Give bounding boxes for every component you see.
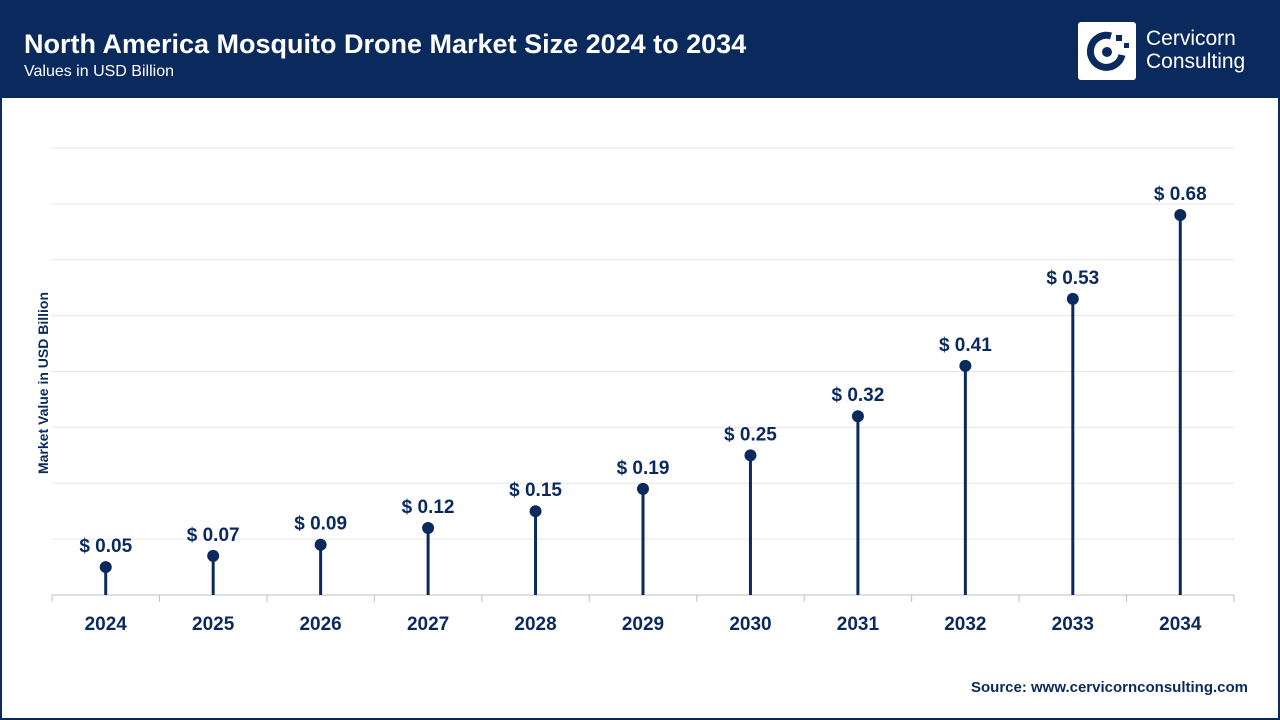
data-label-2032: $ 0.41 bbox=[939, 335, 992, 356]
x-axis bbox=[51, 594, 1235, 602]
data-label-2033: $ 0.53 bbox=[1046, 268, 1099, 289]
lollipop-dot-2024 bbox=[99, 561, 112, 574]
data-label-2025: $ 0.07 bbox=[187, 525, 240, 546]
lollipop-dots bbox=[99, 209, 1187, 574]
x-tick-labels: 2024 2025 2026 2027 2028 2029 2030 2031 2032 2033… bbox=[85, 614, 1202, 635]
data-labels: $ 0.05 $ 0.07 $ 0.09 $ 0.12 $ 0.15 $ 0.19 $ 0.… bbox=[79, 184, 1206, 557]
data-label-2027: $ 0.12 bbox=[402, 497, 455, 518]
chart-subtitle: Values in USD Billion bbox=[24, 63, 174, 80]
logo-line-2: Consulting bbox=[1146, 50, 1246, 73]
x-tick-label-2024: 2024 bbox=[85, 614, 128, 635]
lollipop-dot-2033 bbox=[1066, 292, 1079, 305]
lollipop-dot-2029 bbox=[637, 482, 649, 495]
data-label-2031: $ 0.32 bbox=[831, 385, 884, 406]
x-tick-label-2030: 2030 bbox=[729, 614, 771, 635]
data-label-2030: $ 0.25 bbox=[724, 424, 777, 445]
data-label-2029: $ 0.19 bbox=[617, 458, 670, 479]
data-label-2034: $ 0.68 bbox=[1154, 184, 1207, 205]
x-tick-label-2032: 2032 bbox=[944, 614, 986, 635]
lollipop-stems bbox=[104, 215, 1182, 595]
x-tick-label-2025: 2025 bbox=[192, 614, 235, 635]
lollipop-dot-2034 bbox=[1174, 209, 1187, 222]
x-tick-label-2029: 2029 bbox=[622, 614, 664, 635]
chart-title: North America Mosquito Drone Market Size… bbox=[24, 29, 747, 59]
header-banner: North America Mosquito Drone Market Size… bbox=[2, 2, 1278, 98]
lollipop-dot-2025 bbox=[207, 549, 220, 562]
x-tick-label-2028: 2028 bbox=[514, 614, 556, 635]
gridlines bbox=[52, 147, 1234, 540]
lollipop-dot-2027 bbox=[422, 521, 435, 534]
lollipop-dot-2031 bbox=[851, 410, 864, 423]
logo-line-1: Cervicorn bbox=[1146, 27, 1236, 50]
y-axis-label: Market Value in USD Billion bbox=[35, 292, 51, 474]
logo-wordmark: Cervicorn Consulting bbox=[1146, 27, 1245, 73]
x-tick-label-2026: 2026 bbox=[299, 614, 341, 635]
x-tick-label-2031: 2031 bbox=[837, 614, 880, 635]
x-tick-label-2027: 2027 bbox=[407, 614, 449, 635]
data-label-2028: $ 0.15 bbox=[509, 480, 562, 501]
brand-logo: Cervicorn Consulting bbox=[1078, 22, 1268, 80]
x-tick-label-2034: 2034 bbox=[1159, 614, 1202, 635]
x-tick-label-2033: 2033 bbox=[1052, 614, 1094, 635]
data-label-2026: $ 0.09 bbox=[294, 514, 347, 535]
data-label-2024: $ 0.05 bbox=[79, 536, 132, 557]
cervicorn-logo-icon bbox=[1078, 22, 1136, 80]
lollipop-dot-2032 bbox=[959, 359, 972, 372]
lollipop-dot-2028 bbox=[529, 505, 542, 518]
lollipop-chart: $ 0.05 $ 0.07 $ 0.09 $ 0.12 $ 0.15 $ 0.19 $ 0.… bbox=[35, 147, 1235, 635]
lollipop-dot-2026 bbox=[314, 538, 327, 551]
lollipop-dot-2030 bbox=[744, 449, 757, 462]
source-note: Source: www.cervicornconsulting.com bbox=[970, 679, 1248, 696]
